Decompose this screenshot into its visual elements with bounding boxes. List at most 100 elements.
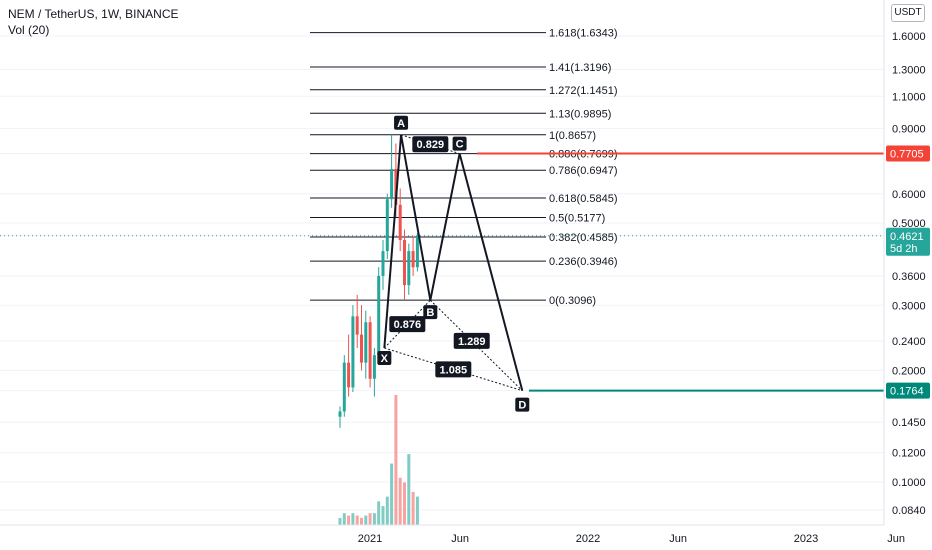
fib-level-label: 1.272(1.1451) bbox=[549, 85, 618, 97]
pattern-point-label: X bbox=[381, 353, 389, 365]
time-tick-label: Jun bbox=[887, 533, 905, 545]
candle-body bbox=[385, 199, 389, 252]
pattern-point-label: D bbox=[518, 400, 526, 412]
volume-bar bbox=[411, 491, 415, 525]
candle-body bbox=[411, 251, 415, 268]
volume-bar bbox=[403, 482, 406, 525]
volume-bar bbox=[351, 513, 355, 525]
currency-button[interactable]: USDT bbox=[891, 4, 925, 22]
pattern-point-badge bbox=[394, 115, 409, 130]
price-tick-label: 0.9000 bbox=[892, 124, 926, 136]
volume-bar bbox=[372, 513, 376, 525]
fib-level-label: 0.618(0.5845) bbox=[549, 193, 618, 205]
pattern-leg bbox=[383, 134, 403, 349]
pattern-point-label: C bbox=[456, 139, 464, 151]
price-tick-label: 0.3000 bbox=[892, 300, 926, 312]
candle-body bbox=[415, 235, 419, 268]
ratio-label: 0.829 bbox=[417, 139, 445, 151]
candle-body bbox=[377, 275, 381, 356]
candle-body bbox=[398, 204, 402, 241]
fibonacci-retracement: 1.618(1.6343) 1.41(1.3196) 1.272(1.1451) 1.… bbox=[310, 28, 618, 307]
ratio-label: 1.085 bbox=[440, 364, 468, 376]
price-tick-label: 0.1200 bbox=[892, 448, 926, 460]
price-axis: 1.6000 1.3000 1.1000 0.9000 0.7705 0.6000 0.50… bbox=[883, 0, 930, 525]
candle-body bbox=[368, 322, 372, 379]
price-tick-label: 0.1450 bbox=[892, 417, 926, 429]
price-tick-label: 0.6000 bbox=[892, 189, 926, 201]
ratio-badge bbox=[412, 136, 449, 153]
pattern-point-label: B bbox=[426, 307, 434, 319]
volume-bar bbox=[368, 513, 372, 525]
candle-body bbox=[351, 316, 355, 388]
volume-bar bbox=[398, 477, 402, 525]
volume-bar bbox=[364, 515, 368, 525]
fib-level-label: 0.5(0.5177) bbox=[549, 212, 605, 224]
xabcd-pattern: X A B C D 0.876 0.829 1.289 1.085 bbox=[377, 115, 530, 412]
volume-bar bbox=[355, 515, 359, 525]
price-tick-label: 0.0840 bbox=[892, 505, 926, 517]
time-tick-label: 2022 bbox=[576, 533, 600, 545]
time-tick-label: 2021 bbox=[358, 533, 382, 545]
candle-body bbox=[403, 240, 406, 286]
candle-body bbox=[372, 355, 376, 379]
fib-level-label: 0.786(0.6947) bbox=[549, 165, 618, 177]
volume-bar bbox=[377, 501, 381, 525]
countdown-label: 5d 2h bbox=[890, 243, 918, 255]
horizontal-levels bbox=[0, 152, 884, 392]
fib-level-label: 1.41(1.3196) bbox=[549, 62, 611, 74]
pattern-point-badge bbox=[515, 397, 530, 412]
symbol-title: NEM / TetherUS, 1W, BINANCE bbox=[8, 7, 179, 21]
volume-bar bbox=[385, 496, 389, 525]
volume-bars bbox=[338, 395, 419, 525]
price-tick-label: 0.1000 bbox=[892, 477, 926, 489]
price-tick-label: 0.5000 bbox=[892, 218, 926, 230]
candle-body bbox=[360, 334, 363, 363]
price-tag-label: 0.4621 bbox=[890, 231, 924, 243]
fib-level-label: 1.13(0.9895) bbox=[549, 108, 611, 120]
candle-body bbox=[407, 251, 411, 286]
price-tick-label: 1.3000 bbox=[892, 64, 926, 76]
time-axis: 2021 Jun 2022 Jun 2023 Jun bbox=[0, 524, 905, 545]
ratio-label: 1.289 bbox=[458, 336, 486, 348]
chart-legend: NEM / TetherUS, 1W, BINANCE Vol (20) bbox=[8, 6, 179, 38]
price-tag bbox=[886, 145, 930, 162]
fib-level-label: 0(0.3096) bbox=[549, 295, 596, 307]
fib-level-label: 0.886(0.7699) bbox=[549, 149, 618, 161]
price-tick-label: 0.2000 bbox=[892, 365, 926, 377]
pattern-point-label: A bbox=[397, 118, 405, 130]
ratio-label: 0.876 bbox=[394, 319, 422, 331]
candle-body bbox=[381, 251, 385, 276]
volume-bar bbox=[347, 515, 351, 525]
price-tag-label: 0.7705 bbox=[890, 149, 924, 161]
volume-bar bbox=[342, 513, 346, 525]
fib-level-label: 1(0.8657) bbox=[549, 130, 596, 142]
candle-body bbox=[342, 362, 346, 412]
volume-bar bbox=[338, 517, 342, 525]
ratio-badge bbox=[435, 361, 472, 378]
price-tick-label: 1.6000 bbox=[892, 31, 926, 43]
pattern-point-badge bbox=[377, 350, 392, 365]
volume-indicator-label: Vol (20) bbox=[8, 23, 50, 37]
fib-level-label: 0.236(0.3946) bbox=[549, 256, 618, 268]
ratio-badge bbox=[453, 332, 490, 349]
time-tick-label: Jun bbox=[451, 533, 469, 545]
fib-level-label: 0.382(0.4585) bbox=[549, 232, 618, 244]
ratio-badge bbox=[389, 316, 426, 333]
price-tag-label: 0.1764 bbox=[890, 386, 924, 398]
candlesticks bbox=[338, 134, 419, 428]
candle-body bbox=[355, 316, 359, 335]
price-tick-label: 0.2400 bbox=[892, 336, 926, 348]
pattern-leg bbox=[429, 153, 461, 301]
candle-body bbox=[364, 322, 368, 363]
pattern-leg bbox=[400, 134, 432, 301]
candle-body bbox=[390, 168, 394, 200]
price-tick-label: 0.3600 bbox=[892, 271, 926, 283]
grid bbox=[0, 35, 884, 511]
price-tick-label: 1.1000 bbox=[892, 91, 926, 103]
price-tag bbox=[886, 227, 930, 256]
volume-bar bbox=[415, 496, 419, 525]
volume-bar bbox=[381, 506, 385, 525]
time-tick-label: 2023 bbox=[794, 533, 818, 545]
time-tick-label: Jun bbox=[669, 533, 687, 545]
